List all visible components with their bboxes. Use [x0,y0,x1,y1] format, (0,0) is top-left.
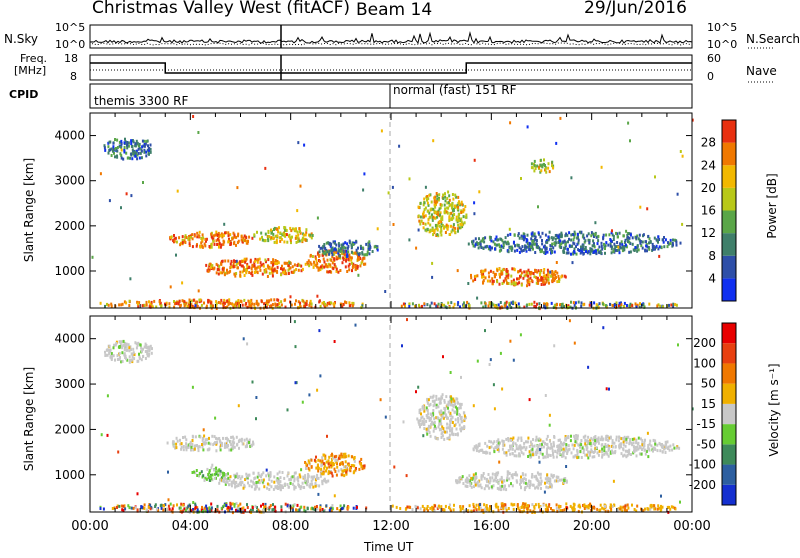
power-colorbar-segment [722,256,736,279]
cpid-segment-normal: normal (fast) 151 RF [393,84,517,96]
cpid-segment-themis: themis 3300 RF [94,95,188,107]
velocity-colorbar-label: Velocity [m s⁻¹] [768,350,780,470]
nsearch-series [90,43,690,45]
nave-tick-bottom: 0 [707,71,714,82]
velocity-scatter-patch [218,471,329,492]
power-colorbar-segment [722,120,736,143]
velocity-scatter-patch [455,470,568,491]
velocity-sparse-echoes [101,318,694,514]
velocity-colorbar-tick: 200 [693,336,716,350]
velocity-panel-frame [90,316,692,512]
power-ytick-label: 3000 [54,174,85,188]
power-colorbar-segment [722,188,736,211]
power-ytick-label: 1000 [54,264,85,278]
velocity-colorbar-segment [722,465,736,485]
velocity-scatter-patch [167,435,255,453]
power-scatter-patch [205,258,304,278]
velocity-colorbar-segment [722,424,736,444]
velocity-ytick-label: 1000 [54,468,85,482]
freq-frame [90,55,692,80]
velocity-colorbar-segment [722,404,736,424]
nsky-series [90,33,692,43]
velocity-scatter-patch [416,393,467,441]
velocity-ytick-label: 2000 [54,422,85,436]
power-scatter-patch [470,267,567,287]
power-colorbar-label: Power [dB] [766,156,778,256]
power-colorbar-segment [722,165,736,188]
velocity-ytick-label: 3000 [54,377,85,391]
nsky-label: N.Sky [4,33,38,45]
freq-series [90,63,692,73]
velocity-colorbar-segment [722,363,736,383]
power-panel-frame [90,113,692,308]
power-colorbar-tick: 24 [701,158,716,172]
power-colorbar-segment [722,211,736,234]
velocity-colorbar-tick: -15 [696,417,716,431]
power-ytick-label: 2000 [54,219,85,233]
velocity-heatmap [100,318,694,514]
velocity-colorbar-tick: 15 [701,397,716,411]
power-panel-ylabel: Slant Range [km] [23,145,35,275]
power-ytick-label: 4000 [54,129,85,143]
freq-tick-top: 18 [64,53,78,64]
velocity-colorbar-segment [722,384,736,404]
date-label: 29/Jun/2016 [584,0,687,17]
x-tick-label: 12:00 [372,519,409,534]
x-tick-label: 00:00 [673,519,710,534]
freq-unit-label: [MHz] [14,65,46,76]
power-colorbar-tick: 12 [701,226,716,240]
nsky-frame [90,25,692,48]
x-axis-title: Time UT [364,541,413,553]
velocity-panel-ylabel: Slant Range [km] [23,354,35,484]
nsearch-tick-bottom: 10^0 [707,39,737,50]
velocity-colorbar-segment [722,343,736,363]
velocity-colorbar-segment [722,485,736,505]
power-colorbar-tick: 20 [701,181,716,195]
x-tick-label: 00:00 [71,519,108,534]
cpid-label: CPID [9,89,38,100]
freq-label: Freq. [20,53,47,64]
freq-tick-bottom: 8 [70,71,77,82]
x-tick-label: 20:00 [573,519,610,534]
station-title: Christmas Valley West (fitACF) [92,0,350,17]
power-colorbar-tick: 4 [708,271,716,285]
power-scatter-patch [468,231,678,256]
nsky-tick-top: 10^5 [55,22,85,33]
velocity-colorbar-tick: -200 [689,478,716,492]
velocity-ytick-label: 4000 [54,332,85,346]
power-scatter-patch [417,191,467,238]
velocity-colorbar-tick: 50 [701,377,716,391]
x-tick-label: 16:00 [473,519,510,534]
power-colorbar-tick: 28 [701,136,716,150]
nave-tick-top: 60 [707,53,721,64]
power-colorbar-tick: 16 [701,204,716,218]
beam-label: Beam 14 [356,2,432,19]
power-heatmap [92,115,694,310]
x-tick-label: 04:00 [172,519,209,534]
power-colorbar-segment [722,278,736,301]
power-scatter-patch [104,138,152,161]
velocity-colorbar-segment [722,323,736,343]
velocity-colorbar-segment [722,444,736,464]
velocity-scatter-patch [104,340,153,364]
power-scatter-patch [531,158,554,173]
power-colorbar-segment [722,143,736,166]
nsearch-tick-top: 10^5 [707,22,737,33]
velocity-scatter-patch [304,453,366,478]
nsearch-label: N.Search [746,33,800,45]
nave-label: Nave [746,65,777,77]
velocity-colorbar-tick: -100 [689,458,716,472]
nsky-tick-bottom: 10^0 [55,39,85,50]
power-colorbar-tick: 8 [708,249,716,263]
x-tick-label: 08:00 [272,519,309,534]
velocity-colorbar-tick: -50 [696,437,716,451]
power-colorbar-segment [722,233,736,256]
power-scatter-patch [401,301,678,311]
velocity-colorbar-tick: 100 [693,356,716,370]
power-sparse-echoes [92,115,694,309]
